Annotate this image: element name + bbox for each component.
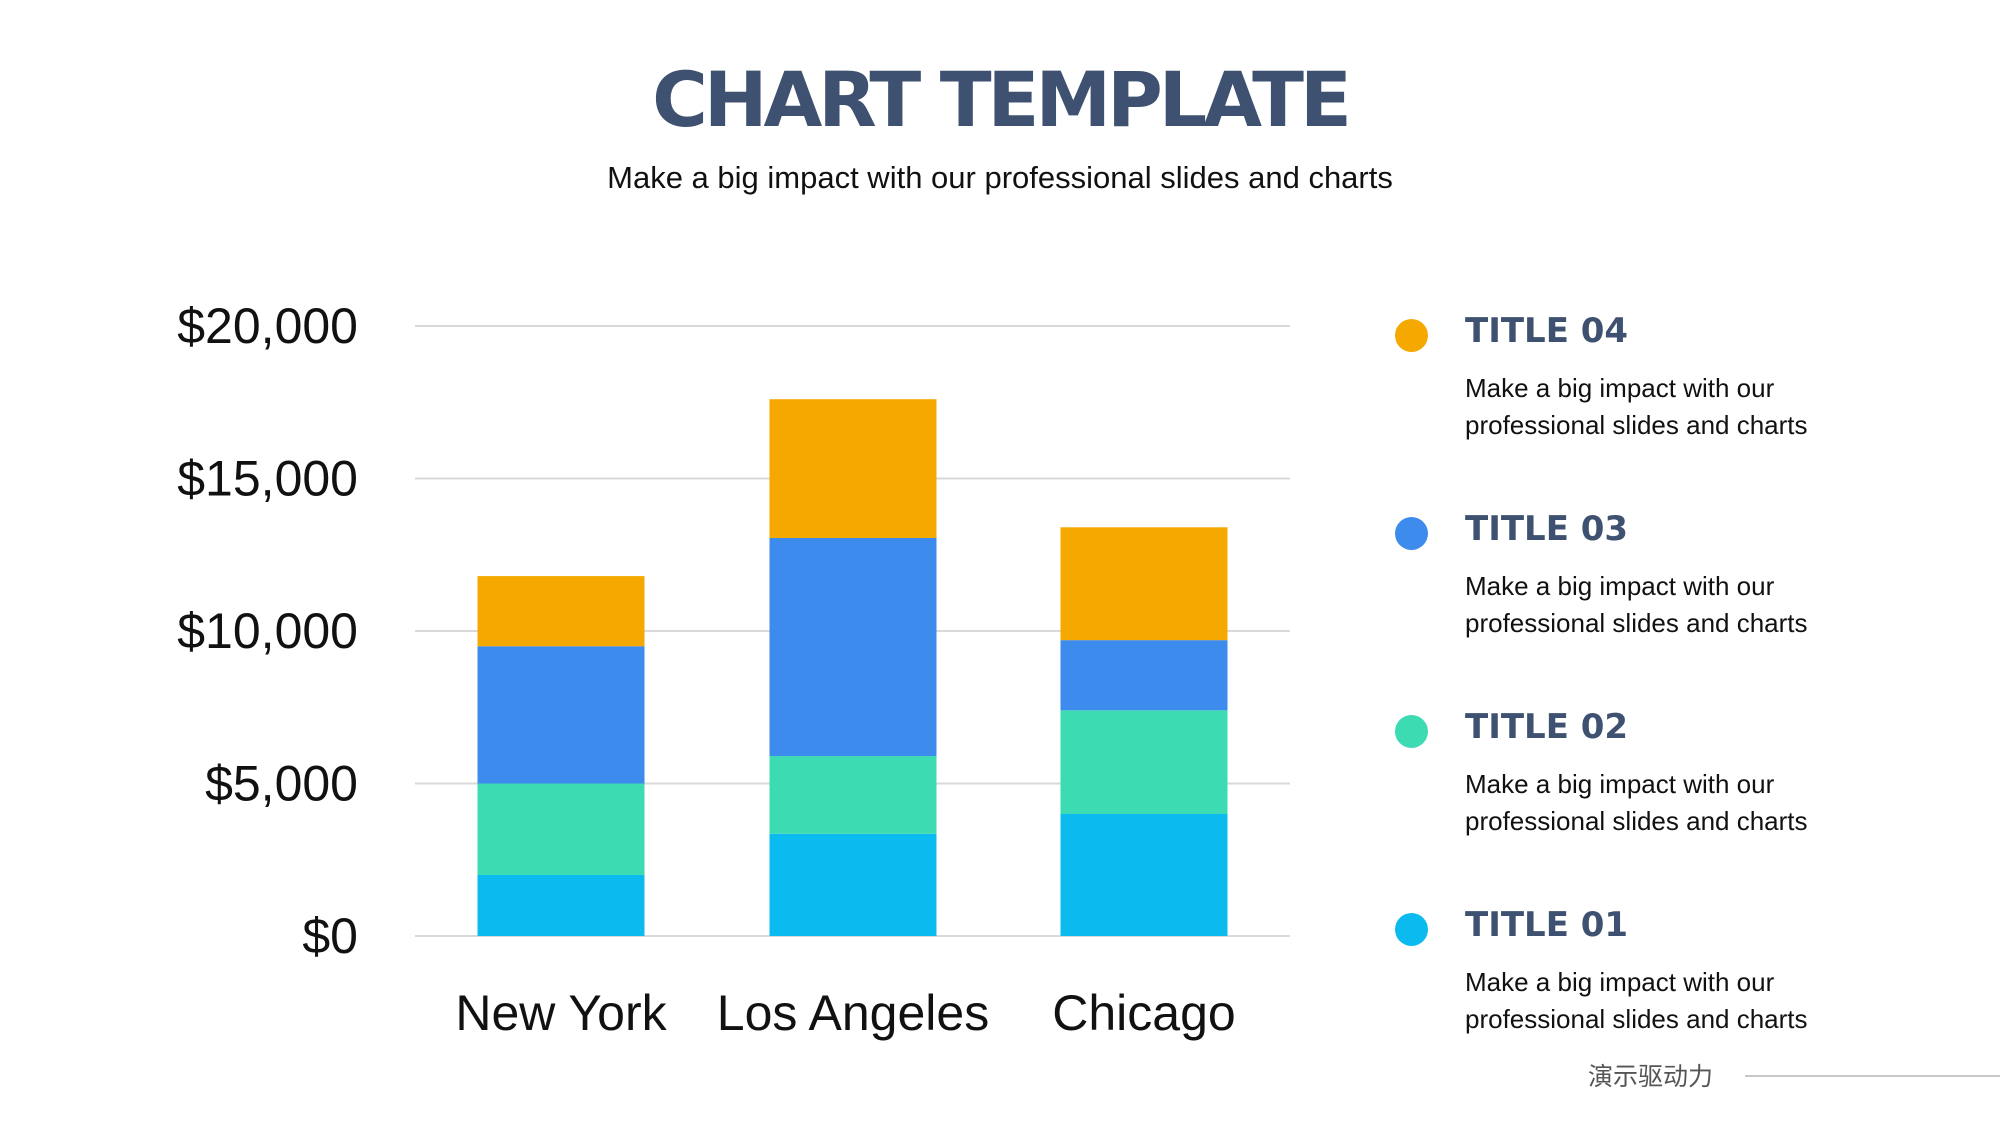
y-axis-tick-labels: $0 $5,000 $10,000 $15,000 $20,000	[177, 298, 358, 964]
bar-segment	[769, 399, 937, 538]
y-tick-label: $5,000	[205, 756, 358, 812]
watermark-divider	[1745, 1075, 2000, 1077]
bar-segment	[769, 833, 937, 936]
legend-item-title-02: TITLE 02 Make a big impact with our prof…	[1395, 701, 1815, 899]
legend-description: Make a big impact with our professional …	[1465, 769, 1808, 836]
bar-segment	[477, 875, 645, 936]
bar-segment	[477, 576, 645, 647]
x-axis-tick-labels: New York Los Angeles Chicago	[455, 985, 1235, 1041]
watermark-text: 演示驱动力	[1588, 1062, 1714, 1091]
legend-item-title-01: TITLE 01 Make a big impact with our prof…	[1395, 899, 1815, 1097]
legend-dot-icon	[1395, 913, 1428, 946]
legend-item-title-04: TITLE 04 Make a big impact with our prof…	[1395, 305, 1815, 503]
bars	[477, 399, 1228, 936]
legend: TITLE 04 Make a big impact with our prof…	[1395, 305, 1815, 1097]
legend-dot-icon	[1395, 715, 1428, 748]
y-tick-label: $10,000	[177, 603, 358, 659]
legend-description: Make a big impact with our professional …	[1465, 967, 1808, 1034]
y-tick-label: $20,000	[177, 298, 358, 354]
legend-dot-icon	[1395, 517, 1428, 550]
legend-item-title-03: TITLE 03 Make a big impact with our prof…	[1395, 503, 1815, 701]
legend-dot-icon	[1395, 319, 1428, 352]
x-tick-label: New York	[455, 985, 667, 1041]
x-tick-label: Chicago	[1052, 985, 1235, 1041]
bar-segment	[1060, 527, 1228, 641]
page-subtitle: Make a big impact with our professional …	[607, 160, 1393, 195]
bar-segment	[477, 646, 645, 784]
legend-title: TITLE 02	[1465, 707, 1629, 747]
bar-segment	[477, 783, 645, 875]
bar-segment	[1060, 640, 1228, 711]
x-tick-label: Los Angeles	[717, 985, 989, 1041]
y-tick-label: $0	[302, 908, 358, 964]
bar-segment	[1060, 814, 1228, 936]
bar-segment	[769, 537, 937, 757]
legend-title: TITLE 03	[1465, 509, 1629, 549]
legend-title: TITLE 04	[1465, 311, 1629, 351]
page-title: CHART TEMPLATE	[652, 55, 1352, 144]
bar-segment	[1060, 710, 1228, 814]
legend-title: TITLE 01	[1465, 905, 1629, 945]
legend-description: Make a big impact with our professional …	[1465, 571, 1808, 638]
bar-segment	[769, 756, 937, 834]
legend-description: Make a big impact with our professional …	[1465, 373, 1808, 440]
y-tick-label: $15,000	[177, 451, 358, 507]
